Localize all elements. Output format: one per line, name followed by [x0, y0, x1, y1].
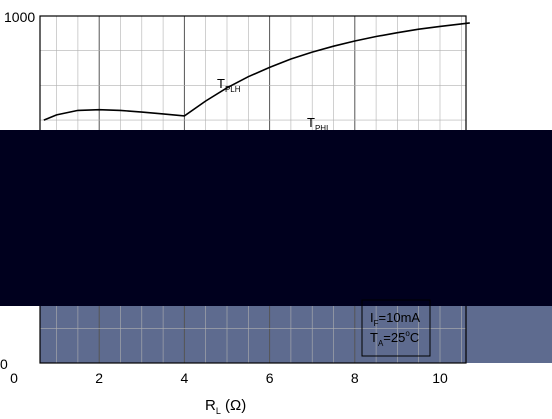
conditions-box-frame — [361, 299, 431, 357]
series-layer — [43, 22, 470, 121]
curve-label-plh: TPLH — [217, 76, 241, 94]
y-tick-label-bottom: 0 — [0, 356, 8, 372]
x-tick-label: 6 — [266, 370, 274, 386]
conditions-box: IF=10mA TA=25oC — [361, 299, 431, 357]
x-tick-label: 4 — [181, 370, 189, 386]
x-axis-label: RL (Ω) — [205, 397, 246, 416]
lower-plot-fill — [40, 306, 552, 363]
curve-label-phl: TPHL — [307, 115, 331, 133]
series-line-0 — [43, 22, 470, 121]
x-tick-label: 8 — [351, 370, 359, 386]
condition-ta: TA=25oC — [370, 329, 419, 348]
condition-if: IF=10mA — [370, 310, 420, 328]
x-tick-label: 2 — [95, 370, 103, 386]
redaction-block — [0, 130, 552, 306]
x-tick-label: 10 — [432, 370, 448, 386]
x-tick-label: 0 — [10, 370, 18, 386]
y-tick-label-top: 1000 — [4, 9, 35, 25]
x-tick-labels: 0 2 4 6 8 10 — [10, 370, 448, 386]
